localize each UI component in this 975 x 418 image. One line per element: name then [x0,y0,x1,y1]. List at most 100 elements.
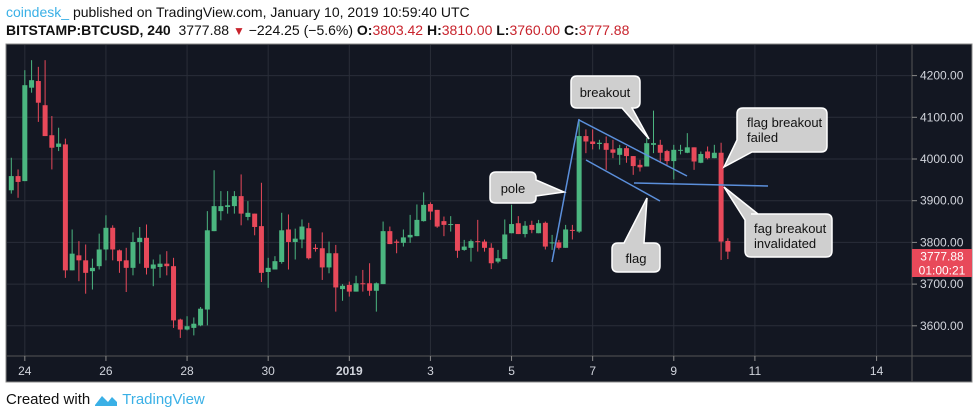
price-axis[interactable]: 3600.00 3700.00 3800.00 3900.00 4000.00 4100.… [912,69,964,333]
candle[interactable] [725,238,731,260]
candle[interactable] [319,232,325,280]
candle[interactable] [596,139,602,150]
candle[interactable] [522,221,528,238]
candle[interactable] [116,249,122,273]
candle[interactable] [569,224,575,240]
callout-flag-breakout-failed[interactable]: flag breakout failed [722,107,828,169]
candle[interactable] [35,66,41,122]
callout-breakout-invalidated[interactable]: fag breakout invalidated [723,186,833,258]
candle[interactable] [306,222,312,260]
candle[interactable] [380,221,386,285]
horizontal-support-line[interactable] [633,182,769,187]
candle[interactable] [542,221,548,250]
pole-trendline[interactable] [551,118,580,263]
candle[interactable] [502,219,508,260]
candle[interactable] [198,307,204,327]
candle[interactable] [711,144,717,159]
candle[interactable] [299,219,305,249]
candle[interactable] [150,259,156,287]
candle[interactable] [313,244,318,252]
candle[interactable] [346,281,352,297]
candle[interactable] [130,232,136,276]
callout-flag[interactable]: flag [611,197,661,273]
candle[interactable] [461,239,467,251]
candle[interactable] [468,239,474,262]
candle[interactable] [705,146,711,160]
callout-breakout[interactable]: breakout [570,75,650,140]
candle[interactable] [678,144,684,155]
candle[interactable] [285,214,291,270]
candle[interactable] [441,216,447,237]
candle[interactable] [42,60,48,137]
candle[interactable] [177,318,183,338]
candle[interactable] [454,224,460,258]
candle[interactable] [353,275,359,292]
flag-lower-trendline[interactable] [585,159,661,202]
candle[interactable] [387,226,393,245]
candle[interactable] [414,204,420,237]
candle[interactable] [184,316,190,331]
candle[interactable] [8,157,14,194]
candle[interactable] [603,136,609,170]
candle[interactable] [89,258,95,290]
candle[interactable] [211,170,217,232]
candle[interactable] [664,149,670,165]
candle[interactable] [110,225,116,261]
candle[interactable] [360,269,366,292]
candle[interactable] [62,138,68,278]
candle[interactable] [448,216,454,232]
candle[interactable] [144,224,149,275]
candle[interactable] [623,146,629,163]
candle[interactable] [549,234,555,250]
candle[interactable] [590,129,596,150]
time-axis[interactable]: 24 26 28 30 2019 3 5 7 9 11 14 [18,356,884,378]
candle[interactable] [367,263,373,296]
candle[interactable] [515,216,521,235]
author-link[interactable]: coindesk_ [6,4,70,20]
candle[interactable] [421,192,427,222]
candle[interactable] [529,220,535,234]
flag-upper-trendline[interactable] [578,119,688,177]
candle[interactable] [272,256,278,270]
candle[interactable] [718,142,724,260]
candle[interactable] [137,226,143,264]
candle[interactable] [265,257,271,288]
callout-pole[interactable]: pole [489,171,567,204]
candle[interactable] [292,228,298,260]
candle[interactable] [434,209,440,228]
candle[interactable] [218,191,224,221]
candle[interactable] [684,133,690,154]
tradingview-link[interactable]: TradingView [122,391,205,408]
candle[interactable] [245,201,251,221]
candle[interactable] [238,174,244,226]
candle[interactable] [563,224,569,248]
candle[interactable] [651,110,656,154]
candle[interactable] [96,233,102,270]
candle[interactable] [49,116,55,170]
candle[interactable] [231,191,237,214]
candle[interactable] [340,284,346,301]
candle[interactable] [171,257,177,328]
candle[interactable] [407,214,413,243]
candle[interactable] [123,247,129,293]
price-chart[interactable]: 3600.00 3700.00 3800.00 3900.00 4000.00 4100.… [0,0,975,390]
candle[interactable] [400,229,406,247]
candle[interactable] [373,282,379,312]
candle[interactable] [164,251,170,276]
candle[interactable] [103,215,109,261]
candle[interactable] [279,212,285,264]
candle[interactable] [394,239,400,254]
candle[interactable] [657,139,663,163]
candle[interactable] [576,119,582,233]
candle[interactable] [56,127,62,152]
candle[interactable] [326,241,332,274]
candle[interactable] [671,144,677,180]
candle[interactable] [69,229,75,271]
candle[interactable] [610,139,616,159]
candle[interactable] [475,219,481,252]
candle[interactable] [536,219,542,234]
candle[interactable] [630,156,636,175]
candle[interactable] [333,244,339,312]
candle[interactable] [225,191,231,214]
candle[interactable] [15,169,21,198]
